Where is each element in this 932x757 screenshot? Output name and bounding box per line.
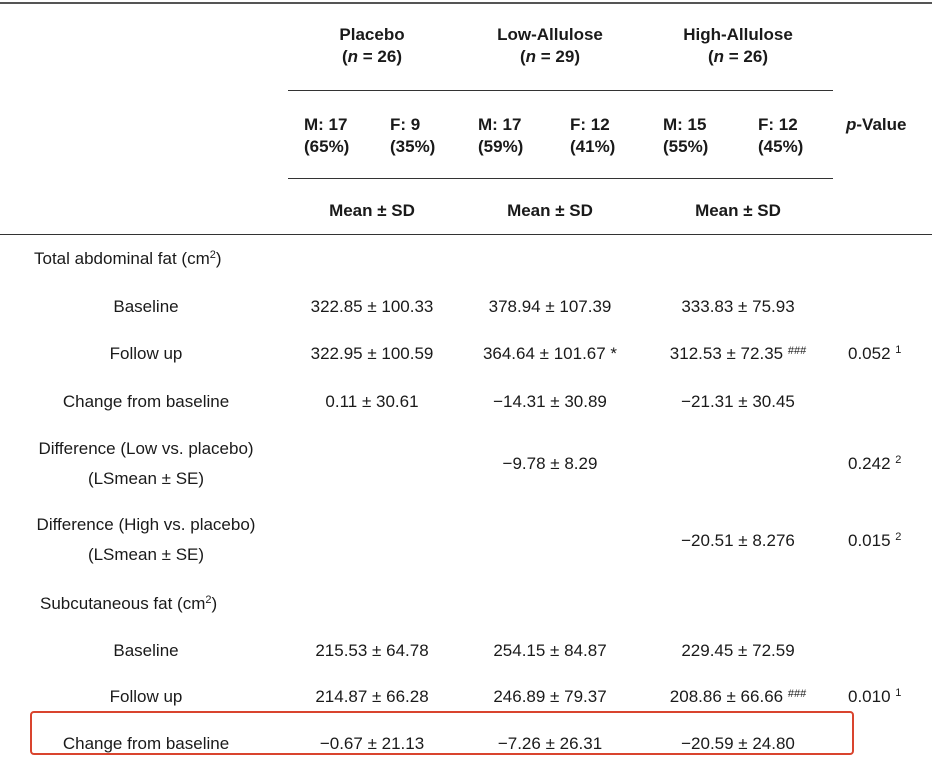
row-label: Baseline xyxy=(113,297,179,316)
cell-placebo: −0.67 ± 21.13 xyxy=(319,734,425,753)
section-title-subcutaneous-fat: Subcutaneous fat (cm2) xyxy=(40,594,218,613)
highlight-box xyxy=(30,711,854,755)
cell-low: 254.15 ± 84.87 xyxy=(493,641,607,660)
cell-low: −9.78 ± 8.29 xyxy=(502,454,598,473)
row-label: Difference (High vs. placebo) (LSmean ± … xyxy=(36,515,256,564)
pvalue-header: p-Value xyxy=(846,115,907,134)
cell-pvalue: 0.242 2 xyxy=(848,454,902,473)
sex-split-f-low: F: 12 (41%) xyxy=(570,115,616,156)
section-title-total-abdominal-fat: Total abdominal fat (cm2) xyxy=(34,249,222,268)
cell-high: 229.45 ± 72.59 xyxy=(681,641,795,660)
header-bottom-rule xyxy=(0,234,932,235)
row-label: Change from baseline xyxy=(62,392,230,411)
cell-placebo: 322.95 ± 100.59 xyxy=(310,344,434,363)
group-header-rule xyxy=(288,90,833,91)
cell-pvalue: 0.052 1 xyxy=(848,344,902,363)
sex-split-m-high: M: 15 (55%) xyxy=(663,115,709,156)
stat-label-low: Mean ± SD xyxy=(507,201,593,220)
cell-placebo: 322.85 ± 100.33 xyxy=(310,297,434,316)
row-label: Follow up xyxy=(109,687,183,706)
sex-split-m-low: M: 17 (59%) xyxy=(478,115,524,156)
cell-low: −7.26 ± 26.31 xyxy=(497,734,603,753)
sex-split-m-placebo: M: 17 (65%) xyxy=(304,115,350,156)
sex-split-rule xyxy=(288,178,833,179)
cell-placebo: 215.53 ± 64.78 xyxy=(315,641,429,660)
stat-label-placebo: Mean ± SD xyxy=(329,201,415,220)
cell-high: −20.51 ± 8.276 xyxy=(681,531,795,550)
cell-placebo: 214.87 ± 66.28 xyxy=(315,687,429,706)
row-label: Follow up xyxy=(109,344,183,363)
cell-low: 378.94 ± 107.39 xyxy=(488,297,612,316)
group-header-low-allulose: Low-Allulose (n = 29) xyxy=(497,25,603,66)
sex-split-f-placebo: F: 9 (35%) xyxy=(390,115,436,156)
cell-placebo: 0.11 ± 30.61 xyxy=(325,392,419,411)
row-label: Difference (Low vs. placebo) (LSmean ± S… xyxy=(38,439,254,488)
cell-pvalue: 0.010 1 xyxy=(848,687,902,706)
group-header-placebo: Placebo (n = 26) xyxy=(339,25,405,66)
cell-low: −14.31 ± 30.89 xyxy=(493,392,607,411)
cell-pvalue: 0.015 2 xyxy=(848,531,902,550)
cell-low: 246.89 ± 79.37 xyxy=(493,687,607,706)
cell-low: 364.64 ± 101.67 * xyxy=(482,344,618,363)
row-label: Baseline xyxy=(113,641,179,660)
cell-high: 208.86 ± 66.66 ### xyxy=(669,687,807,706)
cell-high: 333.83 ± 75.93 xyxy=(681,297,795,316)
cell-high: −21.31 ± 30.45 xyxy=(681,392,795,411)
sex-split-f-high: F: 12 (45%) xyxy=(758,115,804,156)
cell-high: 312.53 ± 72.35 ### xyxy=(669,344,807,363)
cell-high: −20.59 ± 24.80 xyxy=(681,734,795,753)
table-top-rule xyxy=(0,2,932,4)
row-label: Change from baseline xyxy=(62,734,230,753)
stat-label-high: Mean ± SD xyxy=(695,201,781,220)
group-header-high-allulose: High-Allulose (n = 26) xyxy=(683,25,793,66)
